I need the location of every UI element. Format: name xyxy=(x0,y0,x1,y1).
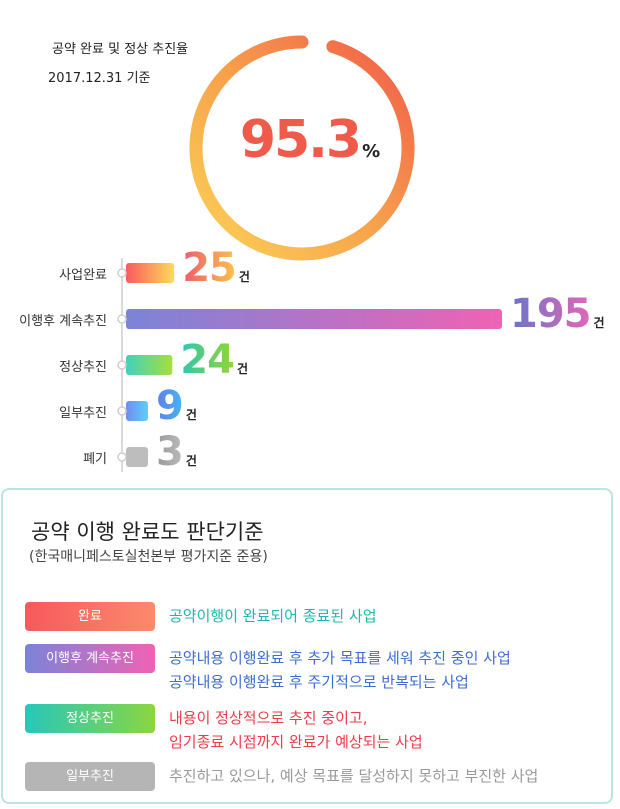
bar-1 xyxy=(126,309,502,329)
criteria-badge-2: 정상추진 xyxy=(25,704,155,733)
criteria-badge-0: 완료 xyxy=(25,602,155,631)
category-label-1: 이행후 계속추진 xyxy=(19,314,107,329)
criteria-line: 공약이행이 완료되어 종료된 사업 xyxy=(169,607,377,625)
criteria-description-3: 추진하고 있으나, 예상 목표를 달성하지 못하고 부진한 사업 xyxy=(169,764,538,788)
axis-marker-3 xyxy=(117,406,127,416)
value-unit-0: 건 xyxy=(238,270,250,284)
axis-marker-0 xyxy=(117,268,127,278)
value-number-4: 3 xyxy=(156,429,184,475)
percent-readout: 95.3% xyxy=(230,110,390,170)
category-label-2: 정상추진 xyxy=(59,360,107,375)
progress-gauge xyxy=(189,35,415,261)
value-unit-3: 건 xyxy=(185,408,197,422)
axis-marker-1 xyxy=(117,314,127,324)
chart-title: 공약 완료 및 정상 추진율 xyxy=(52,42,189,57)
bar-chart xyxy=(117,258,502,472)
criteria-line: 공약내용 이행완료 후 주기적으로 반복되는 사업 xyxy=(169,673,469,691)
value-number-0: 25 xyxy=(182,245,237,291)
criteria-description-2: 내용이 정상적으로 추진 중이고, 임기종료 시점까지 완료가 예상되는 사업 xyxy=(169,706,423,754)
category-label-3: 일부추진 xyxy=(59,406,107,421)
value-label-2: 24 건 xyxy=(180,337,248,383)
criteria-line: 임기종료 시점까지 완료가 예상되는 사업 xyxy=(169,733,423,751)
value-unit-4: 건 xyxy=(185,454,197,468)
category-label-4: 폐기 xyxy=(83,452,107,467)
value-label-0: 25 건 xyxy=(182,245,250,291)
value-number-2: 24 xyxy=(180,337,235,383)
bar-4 xyxy=(126,447,148,467)
criteria-description-0: 공약이행이 완료되어 종료된 사업 xyxy=(169,604,377,628)
bar-3 xyxy=(126,401,148,421)
bar-2 xyxy=(126,355,173,375)
value-number-3: 9 xyxy=(156,383,184,429)
date-label: 2017.12.31 기준 xyxy=(48,71,151,86)
criteria-line: 내용이 정상적으로 추진 중이고, xyxy=(169,709,368,727)
value-unit-2: 건 xyxy=(236,362,248,376)
criteria-title: 공약 이행 완료도 판단기준 xyxy=(31,520,264,544)
criteria-line: 추진하고 있으나, 예상 목표를 달성하지 못하고 부진한 사업 xyxy=(169,767,539,785)
category-label-0: 사업완료 xyxy=(59,268,107,283)
axis-marker-2 xyxy=(117,360,127,370)
gauge-arc xyxy=(189,35,415,261)
criteria-badge-1: 이행후 계속추진 xyxy=(25,644,155,673)
value-label-1: 195 건 xyxy=(510,291,605,337)
criteria-line: 공약내용 이행완료 후 추가 목표를 세워 추진 중인 사업 xyxy=(169,649,511,667)
bar-0 xyxy=(126,263,175,283)
value-unit-1: 건 xyxy=(593,316,605,330)
criteria-subtitle: (한국매니페스토실천본부 평가지준 준용) xyxy=(29,549,268,565)
criteria-badge-3: 일부추진 xyxy=(25,762,155,791)
percent-unit: % xyxy=(362,141,381,162)
percent-value: 95.3 xyxy=(239,110,362,170)
value-number-1: 195 xyxy=(510,291,591,337)
axis-marker-4 xyxy=(117,452,127,462)
